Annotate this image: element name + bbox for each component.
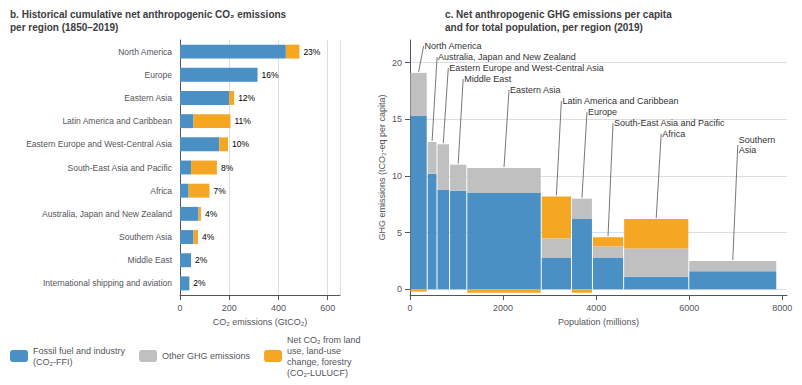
svg-text:Africa: Africa — [662, 129, 685, 139]
svg-text:16%: 16% — [262, 70, 279, 80]
svg-text:8000: 8000 — [772, 303, 792, 313]
svg-text:5: 5 — [397, 228, 402, 238]
svg-text:South-East Asia and Pacific: South-East Asia and Pacific — [68, 163, 173, 173]
svg-text:Middle East: Middle East — [464, 74, 512, 84]
svg-text:Net CO₂ from land: Net CO₂ from land — [287, 335, 361, 345]
svg-text:12%: 12% — [238, 93, 255, 103]
svg-text:North America: North America — [425, 41, 482, 51]
svg-text:North America: North America — [118, 47, 172, 57]
svg-text:Eastern Europe and West-Centra: Eastern Europe and West-Central Asia — [449, 63, 603, 73]
svg-text:Europe: Europe — [588, 107, 617, 117]
svg-text:and for total population, per: and for total population, per region (20… — [445, 22, 643, 33]
svg-text:2%: 2% — [193, 278, 206, 288]
svg-text:0: 0 — [407, 303, 412, 313]
svg-text:use, land-use: use, land-use — [287, 346, 341, 356]
svg-text:Eastern Europe and West-Centra: Eastern Europe and West-Central Asia — [26, 139, 172, 149]
svg-text:Fossil fuel and industry: Fossil fuel and industry — [33, 346, 126, 356]
svg-text:c. Net anthropogenic GHG emiss: c. Net anthropogenic GHG emissions per c… — [445, 9, 672, 20]
svg-text:Australia, Japan and New Zeala: Australia, Japan and New Zealand — [438, 52, 576, 62]
svg-text:GHG emissions (tCO₂-eq per cap: GHG emissions (tCO₂-eq per capita) — [377, 94, 387, 240]
svg-text:400: 400 — [271, 303, 286, 313]
svg-text:Africa: Africa — [150, 186, 172, 196]
svg-text:(CO₂-FFI): (CO₂-FFI) — [33, 357, 72, 367]
svg-text:4%: 4% — [202, 232, 215, 242]
svg-text:Other GHG emissions: Other GHG emissions — [162, 351, 251, 361]
svg-text:4%: 4% — [205, 209, 218, 219]
svg-text:change, forestry: change, forestry — [287, 357, 352, 367]
svg-text:600: 600 — [320, 303, 335, 313]
svg-text:7%: 7% — [214, 186, 227, 196]
svg-text:Latin America and Caribbean: Latin America and Caribbean — [62, 116, 172, 126]
svg-text:International shipping and avi: International shipping and aviation — [43, 278, 172, 288]
svg-text:Latin America and Caribbean: Latin America and Caribbean — [562, 96, 678, 106]
svg-text:15: 15 — [392, 114, 402, 124]
svg-text:Population (millions): Population (millions) — [558, 317, 639, 327]
svg-text:Asia: Asia — [739, 145, 757, 155]
svg-text:0: 0 — [177, 303, 182, 313]
svg-text:4000: 4000 — [586, 303, 606, 313]
svg-text:10: 10 — [392, 171, 402, 181]
svg-text:b. Historical cumulative net a: b. Historical cumulative net anthropogen… — [10, 9, 287, 20]
svg-text:10%: 10% — [232, 139, 249, 149]
svg-text:(CO₂-LULUCF): (CO₂-LULUCF) — [287, 368, 348, 378]
svg-text:Eastern Asia: Eastern Asia — [510, 85, 561, 95]
svg-text:23%: 23% — [303, 47, 320, 57]
svg-text:Southern: Southern — [739, 135, 776, 145]
svg-text:11%: 11% — [234, 116, 251, 126]
svg-text:per region (1850–2019): per region (1850–2019) — [10, 22, 118, 33]
svg-text:8%: 8% — [221, 163, 234, 173]
svg-text:2%: 2% — [195, 255, 208, 265]
svg-text:Europe: Europe — [145, 70, 173, 80]
svg-text:200: 200 — [222, 303, 237, 313]
svg-text:0: 0 — [397, 284, 402, 294]
svg-text:2000: 2000 — [493, 303, 513, 313]
svg-text:CO₂ emissions (GtCO₂): CO₂ emissions (GtCO₂) — [213, 317, 308, 327]
svg-text:20: 20 — [392, 58, 402, 68]
svg-text:South-East Asia and Pacific: South-East Asia and Pacific — [614, 118, 725, 128]
svg-text:6000: 6000 — [679, 303, 699, 313]
svg-text:Australia, Japan and New Zeala: Australia, Japan and New Zealand — [42, 209, 172, 219]
svg-text:Eastern Asia: Eastern Asia — [124, 93, 172, 103]
svg-text:Southern Asia: Southern Asia — [119, 232, 172, 242]
svg-text:Middle East: Middle East — [128, 255, 173, 265]
